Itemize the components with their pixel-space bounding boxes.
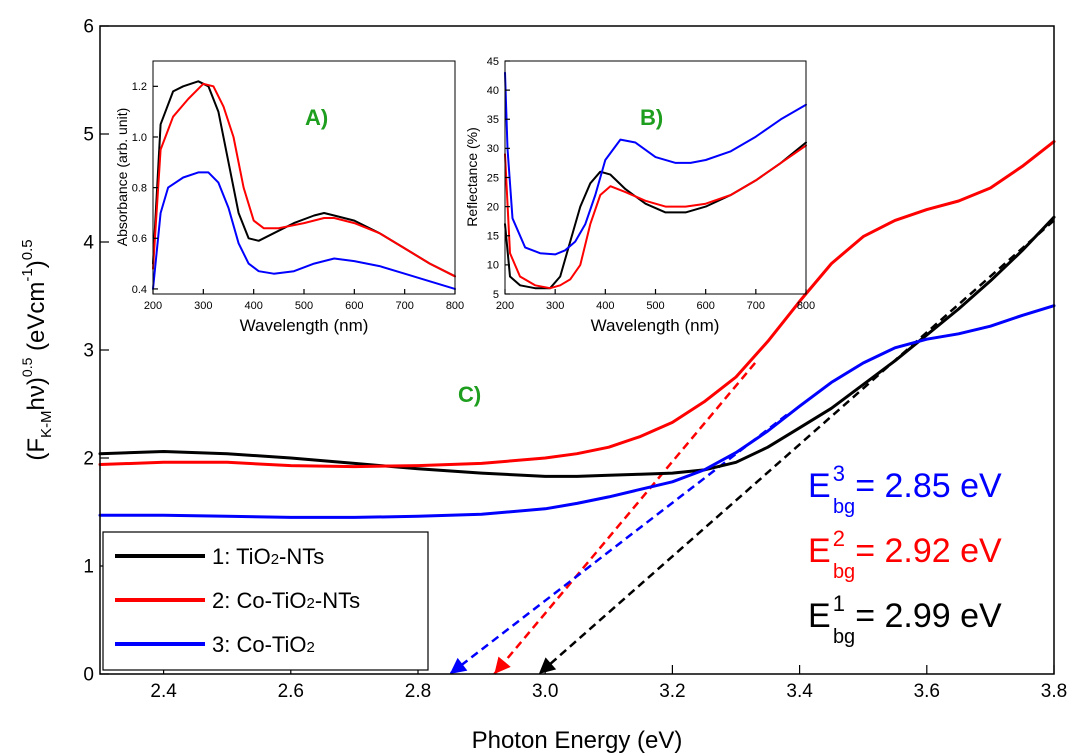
main-x-tick-label: 3.6 bbox=[914, 681, 940, 702]
main-series-3-line bbox=[98, 304, 1056, 519]
main-y-tick-label: 2 bbox=[83, 449, 94, 470]
inset-a-series-lines bbox=[152, 80, 456, 290]
main-y-tick-label: 1 bbox=[83, 557, 94, 578]
main-x-tick-label: 3.4 bbox=[786, 681, 813, 702]
insetB-y-tick-label: 40 bbox=[487, 85, 499, 97]
insetA-series-1-line bbox=[152, 80, 456, 278]
insetB-y-tick-label: 30 bbox=[487, 143, 499, 155]
main-y-axis-label: (FK-Mhν)0.5 (eVcm-1)0.5 bbox=[19, 239, 55, 460]
insetB-y-tick-label: 35 bbox=[487, 114, 499, 126]
ylabel-mid: hν) bbox=[23, 377, 50, 410]
insetB-x-tick-label: 500 bbox=[646, 300, 664, 312]
inset-a: 200 300 400 500 600 700 800 0.4 0.6 0.8 1.0 1.2 Wa… bbox=[114, 60, 464, 335]
legend-label-2: 2: Co-TiO2-NTs bbox=[212, 588, 360, 613]
ylabel-sub: K-M bbox=[38, 410, 55, 438]
ylabel-open: (F bbox=[23, 438, 50, 461]
legend-label-3: 3: Co-TiO2 bbox=[212, 632, 315, 657]
panel-label-a: A) bbox=[305, 105, 328, 130]
tangent-arrowhead-2 bbox=[494, 656, 511, 674]
insetA-x-tick-label: 700 bbox=[395, 300, 413, 312]
insetB-y-tick-label: 15 bbox=[487, 231, 499, 243]
insetB-series-2-line bbox=[504, 144, 807, 290]
tangent-line-3 bbox=[449, 413, 788, 675]
insetB-x-tick-label: 400 bbox=[596, 300, 614, 312]
insetB-y-tick-label: 25 bbox=[487, 172, 499, 184]
tangent-arrowhead-3 bbox=[449, 657, 468, 674]
insetB-x-tick-label: 600 bbox=[696, 300, 714, 312]
main-x-tick-label: 3.0 bbox=[532, 681, 558, 702]
main-x-tick-label: 3.8 bbox=[1041, 681, 1067, 702]
inset-b-series-lines bbox=[504, 71, 807, 290]
tangent-arrowhead-1 bbox=[538, 657, 557, 674]
main-y-tick-label: 5 bbox=[83, 125, 94, 146]
main-y-tick-label: 4 bbox=[83, 233, 94, 254]
panel-label-b: B) bbox=[640, 105, 663, 130]
main-x-tick-label: 2.6 bbox=[278, 681, 304, 702]
insetA-series-2-line bbox=[152, 82, 456, 278]
insetA-y-tick-label: 0.4 bbox=[132, 284, 147, 296]
main-x-tick-label: 2.4 bbox=[150, 681, 177, 702]
insetB-series-3-line bbox=[504, 71, 807, 256]
insetB-x-tick-label: 700 bbox=[747, 300, 765, 312]
insetA-x-tick-label: 600 bbox=[345, 300, 363, 312]
insetB-x-tick-label: 800 bbox=[797, 300, 815, 312]
insetA-x-tick-label: 200 bbox=[144, 300, 162, 312]
insetB-series-1-line bbox=[504, 141, 807, 290]
bandgap-1: E1 bg= 2.99 eV bbox=[808, 591, 1002, 648]
main-y-tick-label: 6 bbox=[83, 17, 94, 38]
inset-b-x-axis: 200 300 400 500 600 700 800 bbox=[496, 289, 815, 312]
main-series-1-line bbox=[98, 215, 1056, 478]
inset-b-y-axis-label: Reflectance (%) bbox=[464, 127, 480, 227]
insetB-x-tick-label: 300 bbox=[546, 300, 564, 312]
insetB-y-tick-label: 20 bbox=[487, 201, 499, 213]
ylabel-mid2: (eVcm bbox=[23, 282, 50, 358]
legend: 1: TiO2-NTs 2: Co-TiO2-NTs 3: Co-TiO2 bbox=[102, 531, 429, 671]
ylabel-sup1: 0.5 bbox=[19, 357, 35, 377]
bandgap-2: E2 bg= 2.92 eV bbox=[808, 526, 1002, 583]
inset-a-x-axis-label: Wavelength (nm) bbox=[240, 316, 369, 335]
insetB-y-tick-label: 45 bbox=[487, 56, 499, 68]
main-series-2-line bbox=[98, 140, 1056, 469]
main-x-tick-label: 2.8 bbox=[405, 681, 431, 702]
main-x-axis: 2.4 2.6 2.8 3.0 3.2 3.4 3.6 3.8 bbox=[150, 665, 1067, 702]
insetA-y-tick-label: 1.0 bbox=[132, 132, 147, 144]
insetA-y-tick-label: 1.2 bbox=[132, 81, 147, 93]
tangent-line-1 bbox=[538, 219, 1055, 675]
inset-a-x-axis: 200 300 400 500 600 700 800 bbox=[144, 289, 464, 312]
ylabel-sup2: -1 bbox=[19, 268, 36, 281]
insetA-y-tick-label: 0.8 bbox=[132, 182, 147, 194]
main-series-lines bbox=[98, 140, 1056, 519]
main-x-tick-label: 3.2 bbox=[659, 681, 685, 702]
main-y-tick-label: 3 bbox=[83, 341, 94, 362]
insetA-y-tick-label: 0.6 bbox=[132, 233, 147, 245]
ylabel-close: ) bbox=[23, 260, 50, 268]
legend-label-1: 1: TiO2-NTs bbox=[212, 544, 324, 569]
inset-b: 200 300 400 500 600 700 800 51015202530354045 … bbox=[464, 56, 815, 335]
bandgap-annotations: E3 bg= 2.85 eV E2 bg= 2.92 eV E1 bg= 2.99 e… bbox=[808, 461, 1002, 648]
main-y-axis: 0 1 2 3 4 5 6 bbox=[83, 17, 109, 686]
ylabel-sup3: 0.5 bbox=[19, 239, 36, 260]
inset-a-frame bbox=[152, 60, 456, 295]
bandgap-3: E3 bg= 2.85 eV bbox=[808, 461, 1002, 518]
insetA-x-tick-label: 800 bbox=[446, 300, 464, 312]
insetA-x-tick-label: 400 bbox=[244, 300, 262, 312]
insetA-x-tick-label: 300 bbox=[194, 300, 212, 312]
tangent-line-2 bbox=[493, 362, 757, 675]
main-x-axis-label: Photon Energy (eV) bbox=[472, 727, 683, 753]
panel-label-c: C) bbox=[458, 382, 481, 407]
insetB-y-tick-label: 10 bbox=[487, 260, 499, 272]
main-y-tick-label: 0 bbox=[83, 665, 94, 686]
inset-a-y-axis-label: Absorbance (arb. unit) bbox=[114, 108, 130, 247]
tangent-lines bbox=[449, 219, 1055, 675]
insetB-x-tick-label: 200 bbox=[496, 300, 514, 312]
insetA-x-tick-label: 500 bbox=[295, 300, 313, 312]
inset-b-x-axis-label: Wavelength (nm) bbox=[591, 316, 720, 335]
inset-b-y-axis: 5 10 15 20 25 30 35 40 45 bbox=[487, 56, 510, 301]
insetA-series-3-line bbox=[152, 171, 456, 290]
insetB-y-tick-label: 5 bbox=[493, 289, 499, 301]
inset-a-y-axis: 0.4 0.6 0.8 1.0 1.2 bbox=[132, 81, 158, 296]
